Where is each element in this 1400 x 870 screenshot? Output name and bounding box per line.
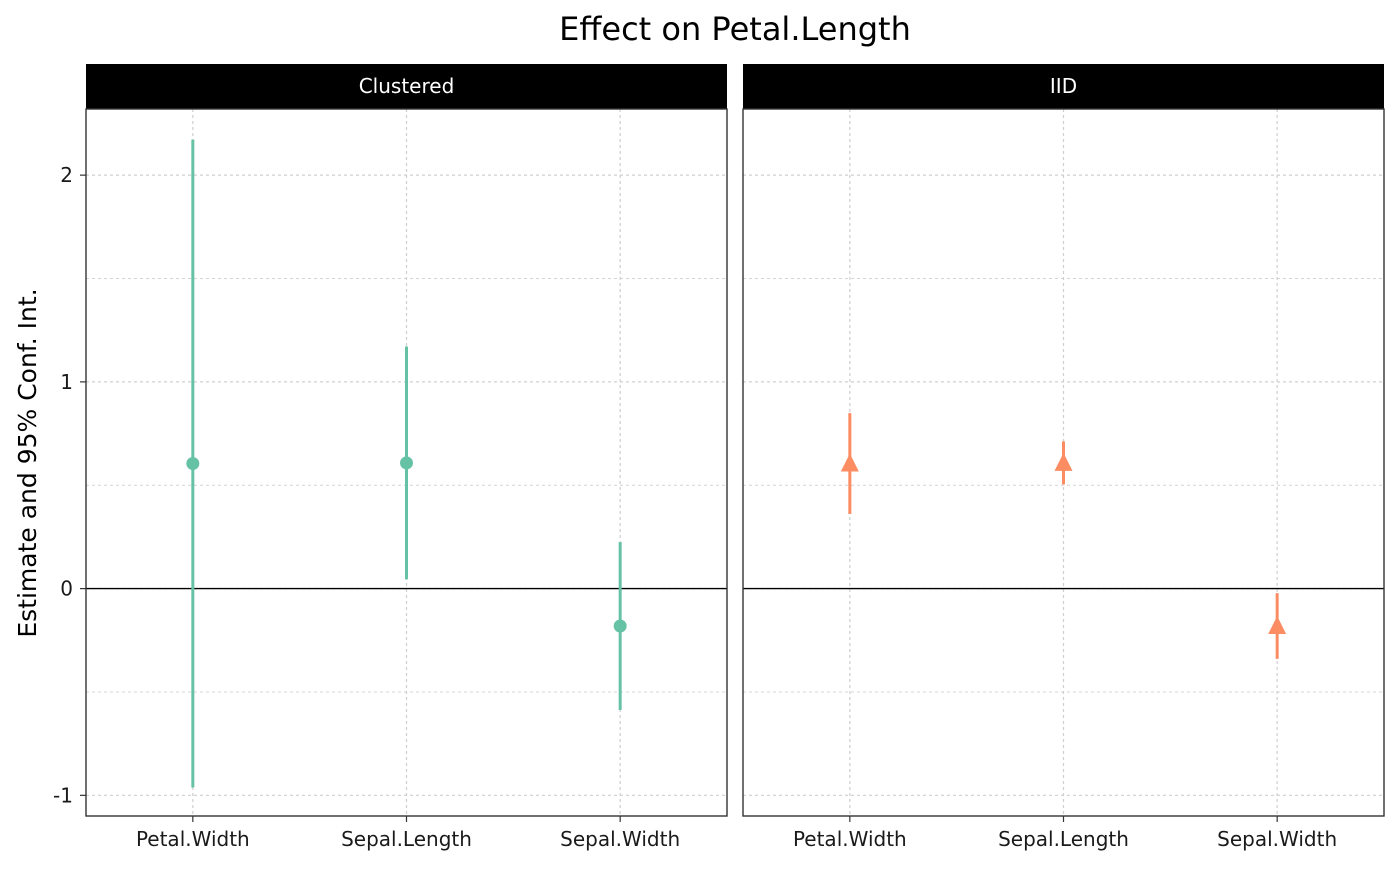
y-axis-label: Estimate and 95% Conf. Int. [13,288,42,637]
y-tick-label: -1 [53,783,73,807]
facet-panels: Clustered Petal.Width Sepal.Length Sepal.Wi… [85,64,1385,851]
facet-strip [86,64,727,109]
y-axis-ticks: -1 0 1 2 [53,163,86,807]
facet-strip [743,64,1384,109]
x-tick-label: Sepal.Length [998,827,1129,851]
estimate-point-sepal-length [1054,452,1073,471]
y-tick-label: 1 [60,370,73,394]
x-tick-label: Petal.Width [793,827,907,851]
facet-panel-clustered: Clustered Petal.Width Sepal.Length Sepal.Wi… [85,64,728,851]
chart-title: Effect on Petal.Length [559,10,911,48]
panel-border [742,108,1385,817]
estimate-point-sepal-width [613,619,627,633]
facet-strip-label: IID [1050,74,1077,98]
x-tick-label: Petal.Width [136,827,250,851]
estimate-point-sepal-length [400,456,413,470]
y-tick-label: 0 [60,577,73,601]
x-tick-label: Sepal.Width [1217,827,1337,851]
facet-panel-iid: IID Petal.Width Sepal.Length Sepal.Width [742,64,1385,851]
x-tick-label: Sepal.Length [341,827,472,851]
facet-strip-label: Clustered [359,74,455,98]
y-tick-label: 2 [60,163,73,187]
x-tick-label: Sepal.Width [560,827,680,851]
panel-border [85,108,728,817]
estimate-point-petal-width [840,453,859,472]
estimate-point-sepal-width [1268,616,1287,635]
estimate-point-petal-width [186,457,200,471]
